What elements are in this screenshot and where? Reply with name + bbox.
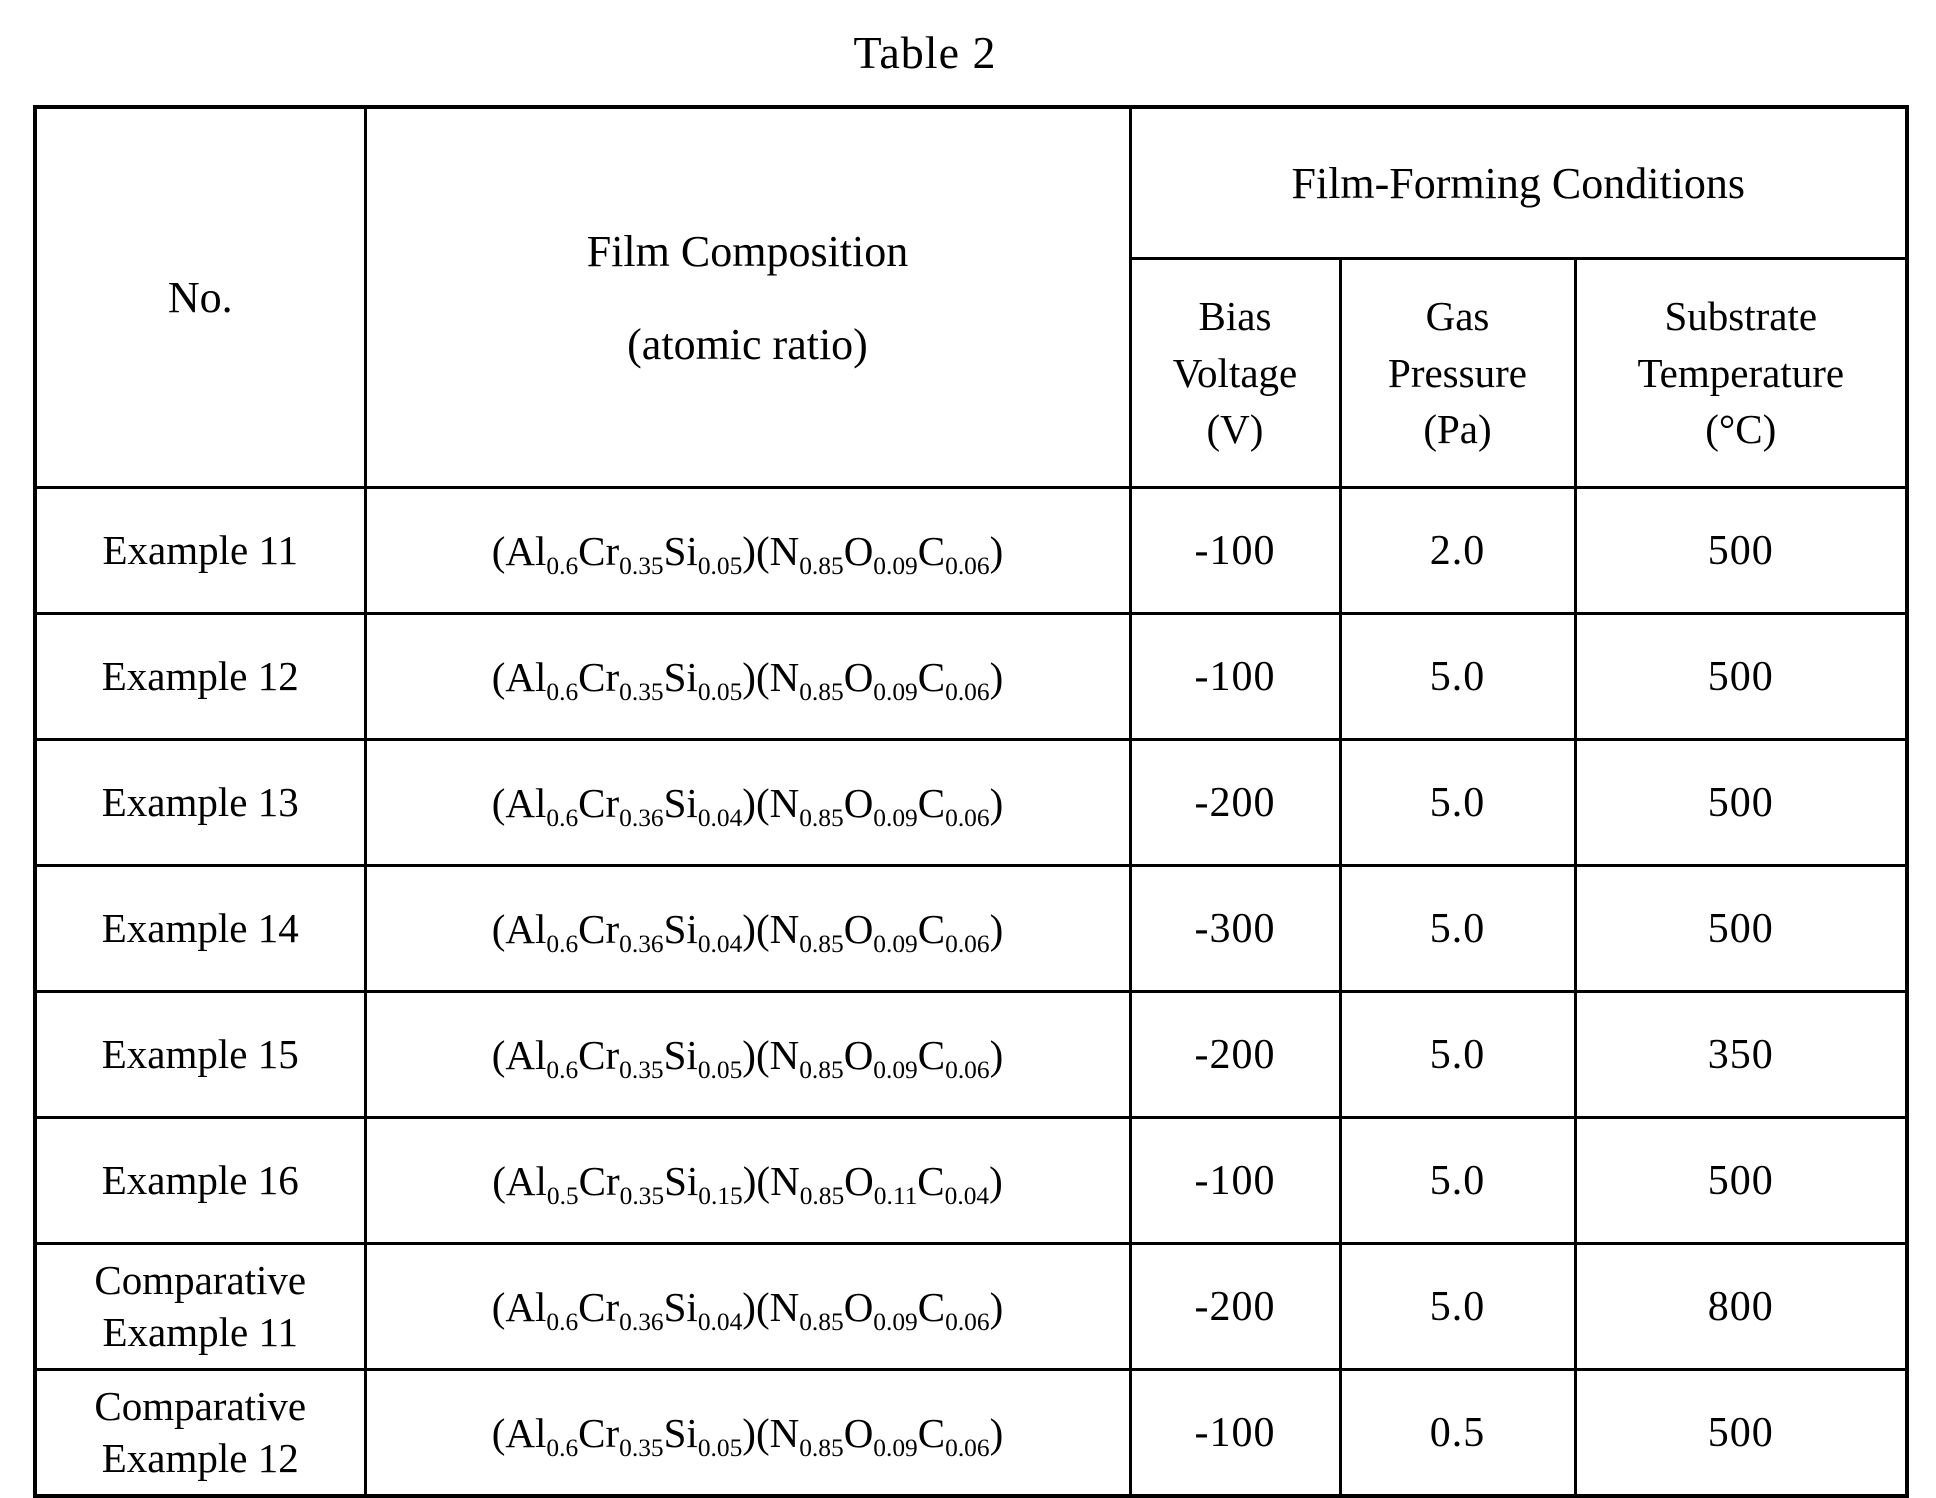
header-bias-voltage: Bias Voltage (V)	[1128, 257, 1342, 489]
cell-bias-voltage: -200	[1128, 1242, 1342, 1371]
table-row: Example 11 (Al0.6Cr0.35Si0.05)(N0.85O0.0…	[33, 486, 1909, 615]
cell-bias-voltage: -200	[1128, 738, 1342, 867]
cell-substrate-temperature: 500	[1573, 486, 1909, 615]
cell-film-composition: (Al0.6Cr0.36Si0.04)(N0.85O0.09C0.06)	[363, 738, 1132, 867]
header-gas-pressure: Gas Pressure (Pa)	[1338, 257, 1577, 489]
header-film-composition-line1: Film Composition	[586, 226, 909, 276]
cell-gas-pressure: 5.0	[1338, 612, 1577, 741]
data-table: No. Film Composition (atomic ratio) Film…	[33, 105, 1910, 1498]
header-row-top: No. Film Composition (atomic ratio) Film…	[33, 105, 1909, 489]
cell-substrate-temperature: 500	[1573, 1116, 1909, 1245]
header-film-composition: Film Composition (atomic ratio)	[363, 105, 1132, 489]
cell-film-composition: (Al0.6Cr0.35Si0.05)(N0.85O0.09C0.06)	[363, 990, 1132, 1119]
header-no: No.	[33, 105, 367, 489]
cell-no: Comparative Example 11	[33, 1242, 367, 1371]
table-row: Example 15 (Al0.6Cr0.35Si0.05)(N0.85O0.0…	[33, 990, 1909, 1119]
cell-film-composition: (Al0.6Cr0.35Si0.05)(N0.85O0.09C0.06)	[363, 612, 1132, 741]
table-row: Comparative Example 11 (Al0.6Cr0.36Si0.0…	[33, 1242, 1909, 1371]
table-header: No. Film Composition (atomic ratio) Film…	[33, 105, 1909, 489]
cell-bias-voltage: -300	[1128, 864, 1342, 993]
table-row: Example 13 (Al0.6Cr0.36Si0.04)(N0.85O0.0…	[33, 738, 1909, 867]
cell-bias-voltage: -200	[1128, 990, 1342, 1119]
cell-no: Example 14	[33, 864, 367, 993]
cell-no: Example 13	[33, 738, 367, 867]
cell-film-composition: (Al0.6Cr0.35Si0.05)(N0.85O0.09C0.06)	[363, 1368, 1132, 1498]
cell-no: Comparative Example 12	[33, 1368, 367, 1498]
table-row: Example 14 (Al0.6Cr0.36Si0.04)(N0.85O0.0…	[33, 864, 1909, 993]
cell-substrate-temperature: 500	[1573, 738, 1909, 867]
cell-bias-voltage: -100	[1128, 1368, 1342, 1498]
table-row: Comparative Example 12 (Al0.6Cr0.35Si0.0…	[33, 1368, 1909, 1498]
header-row-sub: Bias Voltage (V) Gas Pressure (Pa) Subst…	[35, 257, 1909, 489]
cell-bias-voltage: -100	[1128, 486, 1342, 615]
cell-substrate-temperature: 800	[1573, 1242, 1909, 1371]
table-row: Example 16 (Al0.5Cr0.35Si0.15)(N0.85O0.1…	[33, 1116, 1909, 1245]
cell-bias-voltage: -100	[1128, 1116, 1342, 1245]
table-title: Table 2	[0, 26, 1936, 79]
cell-film-composition: (Al0.5Cr0.35Si0.15)(N0.85O0.11C0.04)	[363, 1116, 1132, 1245]
header-film-forming-conditions: Film-Forming Conditions	[1128, 105, 1909, 260]
cell-film-composition: (Al0.6Cr0.36Si0.04)(N0.85O0.09C0.06)	[363, 864, 1132, 993]
cell-no: Example 12	[33, 612, 367, 741]
cell-no: Example 11	[33, 486, 367, 615]
table-row: Example 12 (Al0.6Cr0.35Si0.05)(N0.85O0.0…	[33, 612, 1909, 741]
cell-film-composition: (Al0.6Cr0.36Si0.04)(N0.85O0.09C0.06)	[363, 1242, 1132, 1371]
cell-gas-pressure: 0.5	[1338, 1368, 1577, 1498]
table-title-text: Table 2	[853, 27, 997, 78]
cell-bias-voltage: -100	[1128, 612, 1342, 741]
cell-substrate-temperature: 350	[1573, 990, 1909, 1119]
header-substrate-temperature: Substrate Temperature (°C)	[1573, 257, 1909, 489]
cell-no: Example 16	[33, 1116, 367, 1245]
cell-no: Example 15	[33, 990, 367, 1119]
cell-gas-pressure: 2.0	[1338, 486, 1577, 615]
cell-gas-pressure: 5.0	[1338, 990, 1577, 1119]
cell-substrate-temperature: 500	[1573, 864, 1909, 993]
cell-gas-pressure: 5.0	[1338, 1116, 1577, 1245]
table-body: Example 11 (Al0.6Cr0.35Si0.05)(N0.85O0.0…	[33, 486, 1909, 1498]
header-film-composition-line2: (atomic ratio)	[627, 319, 868, 369]
cell-gas-pressure: 5.0	[1338, 738, 1577, 867]
cell-gas-pressure: 5.0	[1338, 864, 1577, 993]
cell-gas-pressure: 5.0	[1338, 1242, 1577, 1371]
cell-substrate-temperature: 500	[1573, 612, 1909, 741]
cell-substrate-temperature: 500	[1573, 1368, 1909, 1498]
cell-film-composition: (Al0.6Cr0.35Si0.05)(N0.85O0.09C0.06)	[363, 486, 1132, 615]
